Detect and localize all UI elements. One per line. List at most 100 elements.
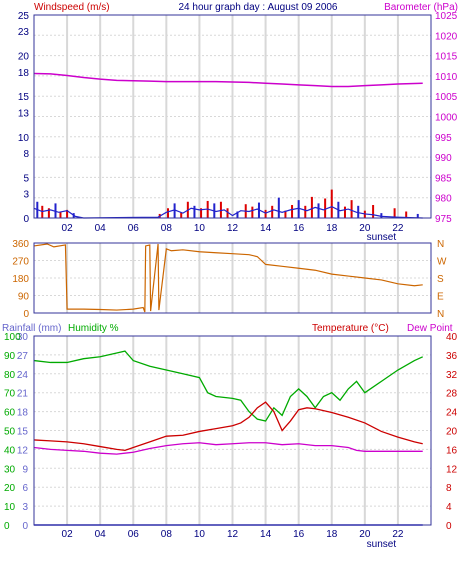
sunset-marker: sunset xyxy=(367,539,397,550)
humidity-line xyxy=(33,350,423,422)
barometer-tick-label: 1000 xyxy=(435,113,458,124)
chart-title: 24 hour graph day : August 09 2006 xyxy=(178,2,337,13)
x-tick-label: 08 xyxy=(161,223,173,234)
tick-label-layer: 0358101315182023259759809859909951000100… xyxy=(4,11,458,550)
windspeed-tick-label: 3 xyxy=(23,190,29,201)
rainfall-tick-label: 15 xyxy=(17,427,29,438)
windspeed-tick-label: 8 xyxy=(23,149,29,160)
windspeed-tick-label: 5 xyxy=(23,173,29,184)
x-tick-label: 16 xyxy=(293,223,305,234)
rainfall-tick-label: 18 xyxy=(17,408,29,419)
wind-direction-tick-label: 0 xyxy=(23,309,29,320)
x-tick-label: 18 xyxy=(326,529,338,540)
compass-tick-label: W xyxy=(437,257,447,268)
wind-gust-bar xyxy=(324,198,327,218)
x-tick-label: 02 xyxy=(62,223,74,234)
temperature-tick-label: 36 xyxy=(446,351,458,362)
x-tick-label: 18 xyxy=(326,223,338,234)
rainfall-tick-label: 6 xyxy=(22,483,28,494)
wind-gust-bar xyxy=(180,212,183,218)
x-tick-label: 10 xyxy=(194,223,206,234)
compass-tick-label: S xyxy=(437,274,444,285)
temperature-tick-label: 24 xyxy=(446,408,458,419)
barometer-tick-label: 1015 xyxy=(435,52,458,63)
x-tick-label: 20 xyxy=(359,223,371,234)
x-tick-label: 12 xyxy=(227,529,239,540)
wind-gust-bar xyxy=(291,205,294,218)
temperature-tick-label: 8 xyxy=(446,483,452,494)
rainfall-tick-label: 21 xyxy=(17,389,29,400)
temperature-tick-label: 0 xyxy=(446,521,452,532)
wind-gust-bar xyxy=(380,213,383,218)
temperature-tick-label: 12 xyxy=(446,464,458,475)
wind-direction-tick-label: 270 xyxy=(12,257,29,268)
wind-gust-bar xyxy=(330,189,333,218)
barometer-tick-label: 1010 xyxy=(435,72,458,83)
x-tick-label: 22 xyxy=(392,529,404,540)
temperature-tick-label: 40 xyxy=(446,332,458,343)
wind-gust-bar xyxy=(343,206,346,218)
wind-gust-bar xyxy=(317,203,320,218)
wind-gust-bar xyxy=(173,203,176,218)
wind-gust-bar xyxy=(416,213,419,218)
humidity-tick-label: 10 xyxy=(4,502,16,513)
humidity-tick-label: 30 xyxy=(4,464,16,475)
wind-gust-bar xyxy=(200,208,203,218)
windspeed-tick-label: 15 xyxy=(18,92,30,103)
rainfall-tick-label: 24 xyxy=(17,370,29,381)
windspeed-tick-label: 0 xyxy=(23,214,29,225)
wind-gust-bar xyxy=(284,210,287,218)
barometer-tick-label: 995 xyxy=(435,133,452,144)
frame-layer xyxy=(33,14,432,526)
wind-gust-bar xyxy=(350,200,353,218)
barometer-tick-label: 1025 xyxy=(435,11,458,22)
x-tick-label: 06 xyxy=(128,529,140,540)
temperature-tick-label: 20 xyxy=(446,427,458,438)
barometer-tick-label: 1005 xyxy=(435,92,458,103)
humidity-tick-label: 20 xyxy=(4,483,16,494)
wind-gust-bar xyxy=(277,197,280,218)
humidity-tick-label: 90 xyxy=(4,351,16,362)
temperature-line xyxy=(33,401,423,452)
barometer-tick-label: 985 xyxy=(435,173,452,184)
wind-direction-tick-label: 360 xyxy=(12,239,29,250)
humidity-tick-label: 70 xyxy=(4,389,16,400)
wind-gust-bar xyxy=(193,205,196,218)
sunset-marker: sunset xyxy=(367,232,397,243)
barometer-line xyxy=(33,72,423,88)
temperature-tick-label: 4 xyxy=(446,502,452,513)
dewpoint-line xyxy=(33,442,423,455)
rainfall-tick-label: 9 xyxy=(22,464,28,475)
barometer-axis-label: Barometer (hPa) xyxy=(384,2,458,13)
barometer-tick-label: 1020 xyxy=(435,31,458,42)
wind-gust-bar xyxy=(166,208,169,218)
wind-gust-bar xyxy=(372,205,375,218)
wind-gust-bar xyxy=(297,200,300,218)
wind-gust-bar xyxy=(310,196,313,218)
wind-gust-bar xyxy=(47,208,50,218)
windspeed-tick-label: 20 xyxy=(18,52,30,63)
temperature-tick-label: 32 xyxy=(446,370,458,381)
humidity-axis-label: Humidity % xyxy=(68,323,119,334)
rainfall-tick-label: 27 xyxy=(17,351,29,362)
x-tick-label: 16 xyxy=(293,529,305,540)
panel-frame-3 xyxy=(33,335,432,526)
x-tick-label: 02 xyxy=(62,529,74,540)
humidity-tick-label: 60 xyxy=(4,408,16,419)
x-tick-label: 12 xyxy=(227,223,239,234)
wind-gust-bar xyxy=(393,208,396,218)
panel-frame-2 xyxy=(33,242,432,314)
wind-gust-bar xyxy=(54,203,57,218)
rainfall-tick-label: 0 xyxy=(22,521,28,532)
wind-gust-bar xyxy=(251,206,254,218)
windspeed-tick-label: 25 xyxy=(18,11,30,22)
wind-gust-bar xyxy=(226,208,229,218)
wind-gust-bar xyxy=(304,205,307,218)
x-tick-label: 08 xyxy=(161,529,173,540)
wind-gust-bar xyxy=(405,211,408,218)
windspeed-tick-label: 18 xyxy=(18,68,30,79)
x-tick-label: 22 xyxy=(392,223,404,234)
windspeed-tick-label: 13 xyxy=(18,108,30,119)
humidity-tick-label: 40 xyxy=(4,445,16,456)
